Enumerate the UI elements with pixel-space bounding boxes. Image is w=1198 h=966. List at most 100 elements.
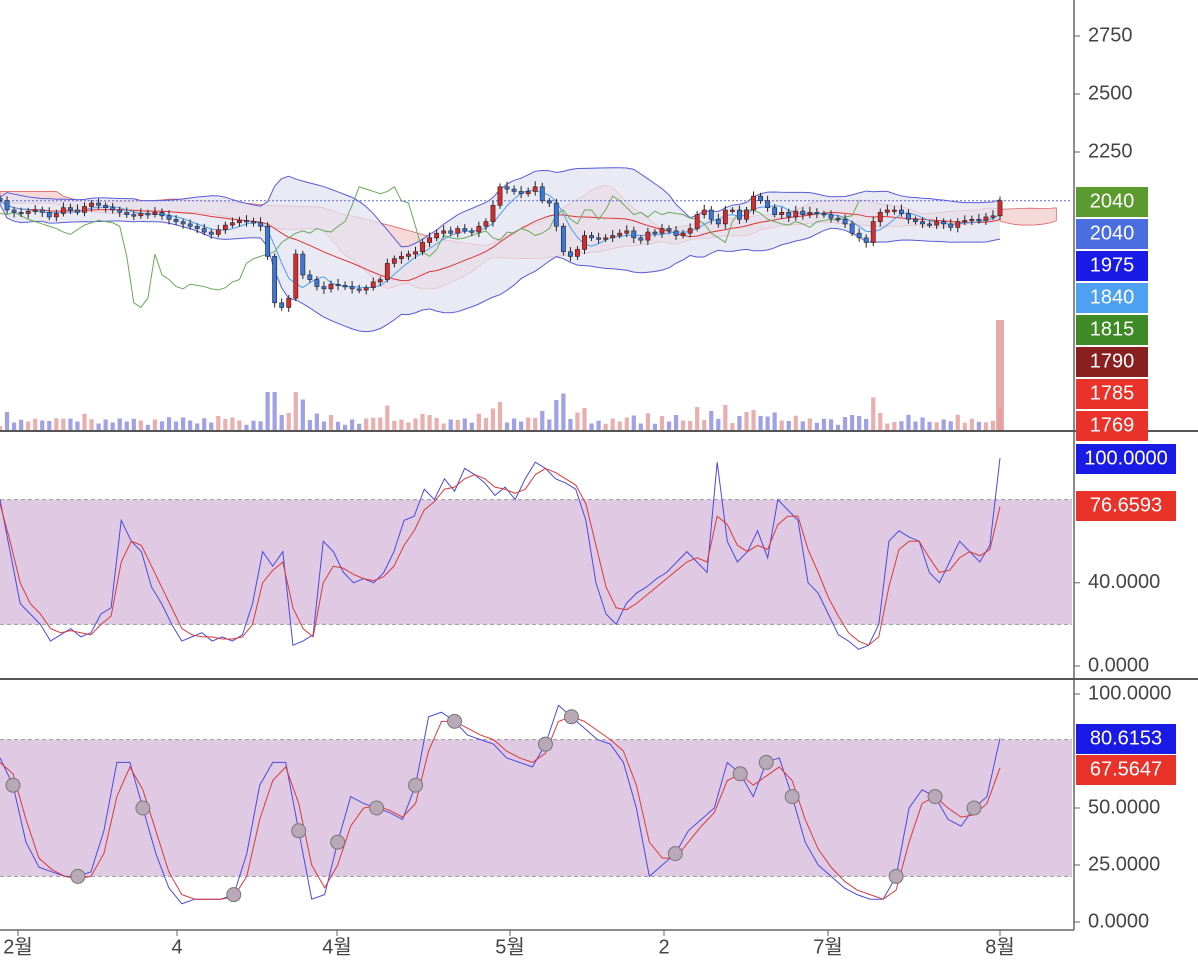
volume-bar — [335, 421, 341, 430]
candle-body — [976, 218, 982, 222]
candle-body — [786, 212, 792, 218]
candle-body — [321, 286, 327, 290]
volume-bar — [19, 419, 24, 430]
volume-bar — [166, 417, 172, 430]
candle-body — [476, 225, 482, 233]
candle-body — [258, 222, 263, 227]
price-badge-label: 2040 — [1090, 190, 1135, 212]
crossover-marker — [758, 754, 774, 770]
time-tick-label: 4 — [171, 936, 182, 958]
volume-bar — [828, 419, 834, 430]
volume-bar — [702, 420, 707, 430]
price-badge — [1076, 315, 1148, 345]
volume-bar — [307, 420, 312, 430]
volume-bar — [455, 420, 460, 430]
candle-body — [631, 230, 637, 239]
crossover-marker — [226, 887, 242, 903]
candle-body — [596, 237, 602, 240]
candle-body — [863, 237, 869, 243]
candle-body — [821, 213, 827, 216]
candle-body — [96, 202, 102, 206]
candle-body — [434, 232, 440, 239]
volume-bar — [561, 393, 566, 430]
candle-body — [941, 221, 947, 225]
stochastic-slow-panel[interactable] — [0, 704, 1072, 905]
time-tick-label: 2 — [658, 936, 669, 958]
volume-bar — [392, 421, 397, 430]
candle-body — [737, 209, 742, 220]
volume-bar — [258, 421, 263, 430]
candle-body — [349, 286, 355, 290]
price-badge — [1076, 411, 1148, 441]
price-badge-label: 1790 — [1090, 350, 1135, 372]
candle-body — [701, 209, 707, 215]
volume-bar — [934, 422, 939, 430]
stoch-tick-label: 0.0000 — [1088, 910, 1149, 932]
candle-body — [441, 230, 447, 234]
volume-bar — [265, 392, 270, 430]
volume-bar — [350, 419, 355, 430]
candle-body — [687, 228, 693, 234]
candle-body — [765, 200, 771, 208]
price-badge — [1076, 347, 1148, 377]
volume-bar — [737, 416, 742, 430]
volume-bar — [962, 422, 967, 430]
volume-bar — [786, 421, 791, 430]
candle-body — [103, 205, 109, 208]
volume-bar — [490, 408, 496, 430]
candle-body — [673, 230, 679, 236]
candle-body — [779, 212, 785, 215]
candle-body — [934, 221, 940, 226]
volume-bar — [131, 418, 136, 430]
candle-body — [251, 221, 256, 224]
candle-body — [60, 207, 66, 214]
candle-body — [560, 225, 566, 253]
candle-body — [286, 297, 292, 308]
volume-bar — [948, 421, 953, 430]
crossover-marker — [70, 868, 86, 884]
price-badge-label: 2040 — [1090, 222, 1135, 244]
candle-body — [194, 225, 200, 229]
bollinger-lower — [0, 203, 1001, 333]
volume-bar — [596, 420, 601, 430]
indicator-badge-label: 76.6593 — [1090, 494, 1162, 516]
candle-body — [398, 256, 404, 260]
volume-bar — [364, 418, 369, 430]
candle-body — [222, 224, 228, 231]
volume-bar — [152, 419, 158, 430]
candle-body — [0, 198, 3, 202]
volume-bar — [103, 419, 108, 430]
candle-body — [694, 214, 700, 229]
volume-bar — [996, 320, 1004, 430]
candle-body — [406, 253, 411, 257]
stoch-tick-label: 40.0000 — [1088, 571, 1160, 593]
price-tick-label: 2500 — [1088, 82, 1133, 104]
indicator-badge — [1076, 491, 1176, 521]
volume-bar — [652, 423, 658, 430]
price-tick-label: 2250 — [1088, 140, 1133, 162]
candle-body — [166, 215, 172, 220]
volume-bar — [173, 421, 179, 430]
volume-bar — [850, 415, 855, 430]
time-tick-label: 2월 — [3, 935, 33, 958]
crossover-marker — [135, 800, 151, 816]
volume-bar — [814, 422, 820, 430]
stoch-tick-label: 0.0000 — [1088, 654, 1149, 676]
candle-body — [708, 209, 714, 220]
candle-body — [680, 232, 686, 236]
stochastic-fast-panel[interactable] — [0, 457, 1072, 650]
candle-body — [603, 237, 609, 240]
crossover-marker — [966, 800, 982, 816]
volume-bar — [610, 418, 615, 430]
candle-body — [553, 202, 559, 227]
candle-body — [335, 283, 341, 287]
price-panel[interactable] — [0, 167, 1072, 430]
candle-body — [279, 302, 285, 308]
candle-body — [483, 221, 489, 227]
volume-bar — [519, 421, 524, 430]
volume-bar — [497, 402, 503, 430]
volume-bar — [159, 421, 165, 430]
candle-body — [469, 230, 475, 233]
candle-body — [511, 188, 517, 192]
